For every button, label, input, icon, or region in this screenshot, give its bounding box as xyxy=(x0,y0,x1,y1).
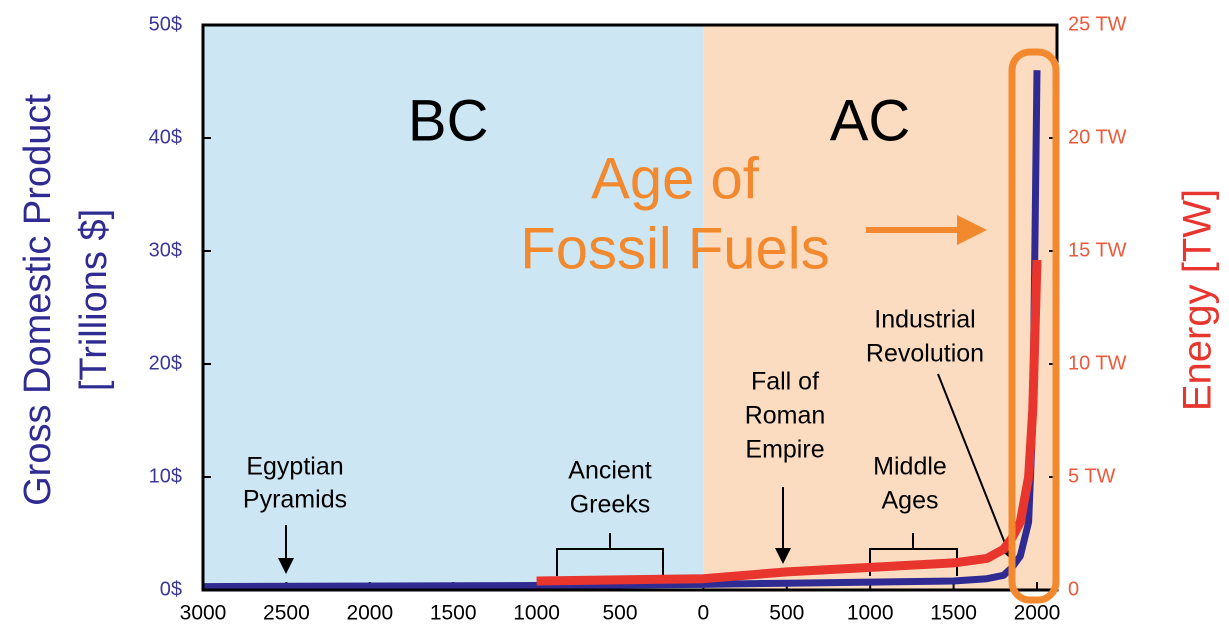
bc-region xyxy=(203,25,704,590)
annotation: Greeks xyxy=(570,491,651,519)
annotation-arrow xyxy=(937,373,1014,560)
y-tick-label: 40$ xyxy=(149,126,182,148)
annotation: Egyptian xyxy=(246,453,343,481)
line-series xyxy=(202,70,1041,591)
annotation: Ancient xyxy=(568,457,651,485)
y-tick-label: 30$ xyxy=(149,239,182,261)
x-tick-label: 1500 xyxy=(430,602,477,625)
annotation-bracket xyxy=(556,533,664,576)
annotation: Industrial xyxy=(874,306,975,334)
x-tick-label: 500 xyxy=(602,602,637,625)
annotation: Revolution xyxy=(866,340,984,368)
y2-axis-label: Energy [TW] xyxy=(1176,189,1220,411)
y-axis-label: [Trillions $] xyxy=(73,209,115,391)
line-series xyxy=(536,259,1042,586)
y-axis-label: Gross Domestic Product xyxy=(17,94,59,506)
y2-tick-label: 10 TW xyxy=(1068,352,1127,374)
x-tick-label: 2000 xyxy=(1014,602,1061,625)
region-label: BC xyxy=(408,88,489,153)
y2-tick-label: 20 TW xyxy=(1068,126,1127,148)
x-tick-label: 500 xyxy=(769,602,804,625)
y-tick-label: 50$ xyxy=(149,13,182,35)
annotation: Pyramids xyxy=(243,486,347,514)
annotation: Empire xyxy=(745,436,824,464)
background xyxy=(203,25,1057,590)
highlight-box xyxy=(1008,48,1060,604)
x-tick-label: 1000 xyxy=(513,602,560,625)
x-tick-label: 1000 xyxy=(847,602,894,625)
x-tick-label: 2000 xyxy=(346,602,393,625)
y2-tick-label: 25 TW xyxy=(1068,13,1127,35)
y2-tick-label: 15 TW xyxy=(1068,239,1127,261)
annotation: Ages xyxy=(882,487,939,515)
y2-tick-label: 5 TW xyxy=(1068,465,1116,487)
x-tick-label: 1500 xyxy=(930,602,977,625)
annotation: Roman xyxy=(745,402,826,430)
annotation: Middle xyxy=(873,453,947,481)
annotation: Fall of xyxy=(751,368,819,396)
x-tick-label: 2500 xyxy=(263,602,310,625)
y-tick-label: 20$ xyxy=(149,352,182,374)
highlight-text: Fossil Fuels xyxy=(520,216,829,281)
highlight-text: Age of xyxy=(591,146,760,211)
y-tick-label: 10$ xyxy=(149,465,182,487)
x-tick-label: 3000 xyxy=(180,602,227,625)
y-tick-label: 0$ xyxy=(160,578,182,600)
y2-tick-label: 0 xyxy=(1068,578,1079,600)
x-tick-label: 0 xyxy=(698,602,710,625)
region-label: AC xyxy=(830,88,911,153)
ac-region xyxy=(703,25,1057,590)
